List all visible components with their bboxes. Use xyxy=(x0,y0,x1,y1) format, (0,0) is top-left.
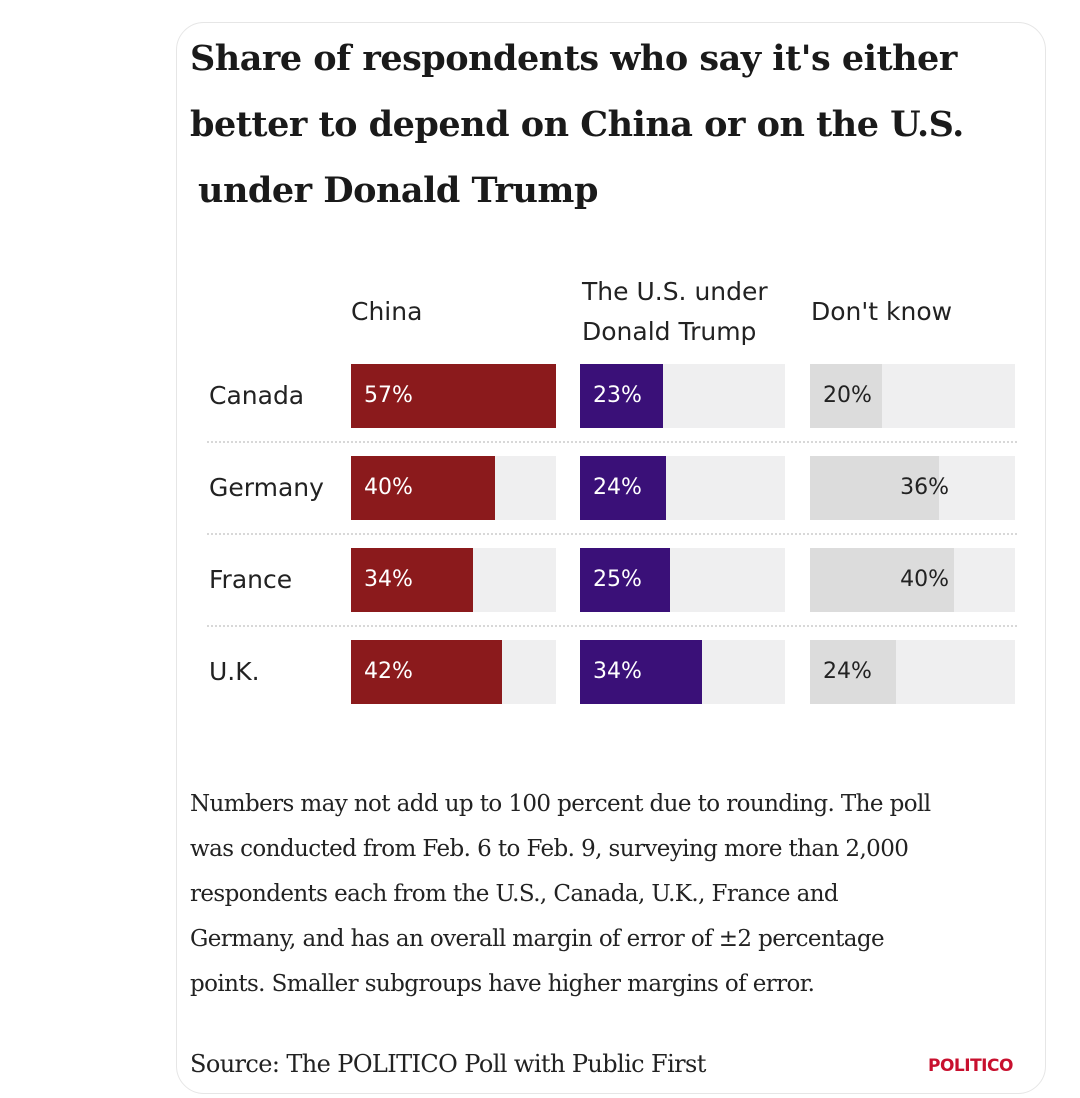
bar-track: 25% xyxy=(580,548,785,612)
data-label: 24% xyxy=(823,659,872,684)
bar-dont-know xyxy=(810,640,896,704)
bar-track: 40% xyxy=(810,548,1015,612)
data-label: 34% xyxy=(364,567,413,592)
bar-track: 20% xyxy=(810,364,1015,428)
footnote-line: points. Smaller subgroups have higher ma… xyxy=(190,971,815,997)
bar-dont-know xyxy=(810,456,939,520)
series-name-line: China xyxy=(351,297,423,326)
series-header-china: China xyxy=(351,292,422,332)
footnote-line: Germany, and has an overall margin of er… xyxy=(190,926,885,952)
bar-dont-know xyxy=(810,548,954,612)
row-label-germany: Germany xyxy=(209,473,324,502)
row-separator xyxy=(207,533,1017,535)
data-label: 20% xyxy=(823,383,872,408)
series-name-line: Don't know xyxy=(811,297,953,326)
bar-track: 34% xyxy=(580,640,785,704)
bar-china xyxy=(351,456,495,520)
data-label: 23% xyxy=(593,383,642,408)
series-name-line: Donald Trump xyxy=(582,317,757,346)
politico-logo: POLITICO xyxy=(928,1056,1013,1076)
bar-us xyxy=(580,640,702,704)
bar-track: 36% xyxy=(810,456,1015,520)
chart-title: Share of respondents who say it's either… xyxy=(190,26,970,224)
title-line: better to depend on China or on the U.S. xyxy=(190,104,964,145)
series-header-dont-know: Don't know xyxy=(811,292,952,332)
bar-china xyxy=(351,640,502,704)
footnote: Numbers may not add up to 100 percent du… xyxy=(190,782,1030,1007)
data-label: 40% xyxy=(900,567,949,592)
row-label-canada: Canada xyxy=(209,381,305,410)
bar-track: 40% xyxy=(351,456,556,520)
footnote-line: Numbers may not add up to 100 percent du… xyxy=(190,791,931,817)
data-label: 36% xyxy=(900,475,949,500)
series-name-line: The U.S. under xyxy=(582,277,768,306)
data-label: 57% xyxy=(364,383,413,408)
data-label: 40% xyxy=(364,475,413,500)
data-label: 42% xyxy=(364,659,413,684)
bar-track: 23% xyxy=(580,364,785,428)
footnote-line: respondents each from the U.S., Canada, … xyxy=(190,881,839,907)
series-header-us: The U.S. under Donald Trump xyxy=(582,272,768,352)
footnote-line: was conducted from Feb. 6 to Feb. 9, sur… xyxy=(190,836,909,862)
bar-china xyxy=(351,548,473,612)
data-label: 34% xyxy=(593,659,642,684)
bar-us xyxy=(580,548,670,612)
bar-dont-know xyxy=(810,364,882,428)
bar-track: 24% xyxy=(580,456,785,520)
row-separator xyxy=(207,441,1017,443)
row-label-u-k: U.K. xyxy=(209,657,260,686)
source-text: Source: The POLITICO Poll with Public Fi… xyxy=(190,1050,706,1078)
data-label: 24% xyxy=(593,475,642,500)
bar-china xyxy=(351,364,556,428)
bar-track: 24% xyxy=(810,640,1015,704)
data-label: 25% xyxy=(593,567,642,592)
bar-us xyxy=(580,364,663,428)
title-line: Share of respondents who say it's either xyxy=(190,38,957,79)
title-line: under Donald Trump xyxy=(198,170,598,211)
bar-track: 57% xyxy=(351,364,556,428)
bar-track: 42% xyxy=(351,640,556,704)
row-separator xyxy=(207,625,1017,627)
row-label-france: France xyxy=(209,565,293,594)
bar-track: 34% xyxy=(351,548,556,612)
bar-us xyxy=(580,456,666,520)
